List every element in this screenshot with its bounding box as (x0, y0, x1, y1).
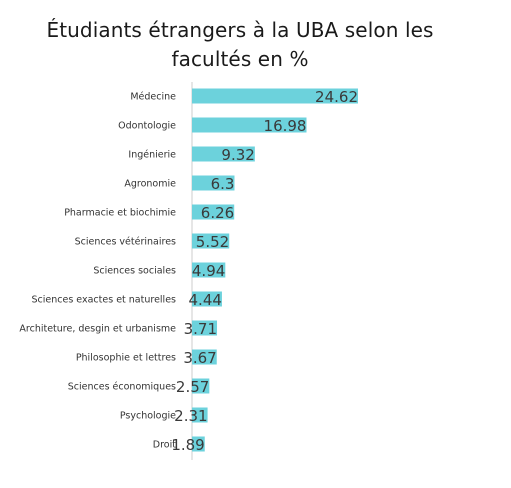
category-label: Pharmacie et biochimie (64, 208, 176, 219)
value-label: 6.3 (211, 175, 235, 193)
bar (192, 320, 218, 336)
bar (192, 407, 208, 423)
value-label: 1.89 (171, 436, 204, 454)
category-label: Ingénierie (128, 150, 176, 161)
category-label: Droit (153, 440, 176, 451)
category-label: Sciences vétérinaires (75, 237, 176, 248)
bar (192, 349, 217, 365)
value-label: 4.94 (192, 262, 225, 280)
value-label: 16.98 (264, 117, 307, 135)
value-label: 24.62 (315, 88, 358, 106)
category-label: Odontologie (118, 121, 176, 132)
bar (192, 88, 358, 104)
value-label: 6.26 (201, 204, 234, 222)
bar (192, 146, 255, 162)
category-label: Médecine (130, 92, 176, 103)
value-label: 4.44 (189, 291, 222, 309)
category-label: Sciences sociales (93, 266, 176, 277)
bar (192, 291, 222, 307)
value-label: 2.31 (174, 407, 207, 425)
bar (192, 436, 205, 452)
category-label: Sciences exactes et naturelles (32, 295, 177, 306)
category-label: Psychologie (120, 411, 176, 422)
value-label: 2.57 (176, 378, 209, 396)
category-label: Philosophie et lettres (76, 353, 176, 364)
category-label: Agronomie (124, 179, 176, 190)
value-label: 3.67 (183, 349, 216, 367)
bar (192, 117, 307, 133)
category-label: Sciences économiques (68, 382, 176, 393)
bar (192, 204, 235, 220)
category-label: Architeture, desgin et urbanisme (19, 324, 176, 335)
value-label: 5.52 (196, 233, 229, 251)
bar (192, 262, 226, 278)
value-label: 9.32 (221, 146, 254, 164)
chart-title: Étudiants étrangers à la UBA selon les f… (46, 18, 434, 71)
bar (192, 233, 230, 249)
bar (192, 378, 210, 394)
value-label: 3.71 (184, 320, 217, 338)
bar (192, 175, 235, 191)
